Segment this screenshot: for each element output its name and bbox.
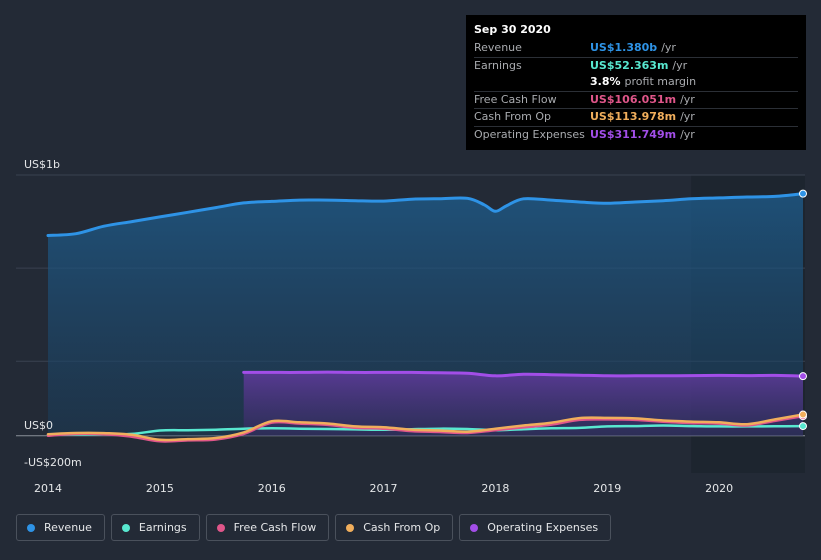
tooltip-row-free-cash-flow: Free Cash Flow US$106.051m /yr — [474, 90, 798, 109]
legend-item-cash-from-op[interactable]: Cash From Op — [335, 514, 454, 541]
tooltip-value: 3.8% — [590, 75, 621, 88]
legend-item-operating-expenses[interactable]: Operating Expenses — [459, 514, 612, 541]
revenue-line — [46, 192, 805, 237]
x-tick-label: 2014 — [34, 482, 62, 495]
tooltip-row-revenue: Revenue US$1.380b /yr — [474, 40, 798, 57]
earnings-line — [46, 424, 805, 437]
revenue-end-point — [799, 189, 807, 198]
operating-expenses-dot-icon — [470, 523, 479, 532]
tooltip-value: US$1.380b — [590, 41, 658, 54]
x-tick-label: 2020 — [705, 482, 733, 495]
tooltip-unit: /yr — [680, 110, 695, 123]
tooltip-row-earnings: Earnings US$52.363m /yr — [474, 56, 798, 75]
chart: US$1b US$0 -US$200m 2014 2015 2016 2017 2018 201… — [16, 158, 807, 495]
earnings-end-point — [799, 422, 807, 431]
tooltip-label: Operating Expenses — [474, 127, 585, 141]
y-tick-label: US$0 — [24, 419, 53, 432]
tooltip-label: Free Cash Flow — [474, 92, 557, 106]
x-tick-label: 2019 — [593, 482, 621, 495]
legend: Revenue Earnings Free Cash Flow Cash Fro… — [16, 514, 612, 541]
x-tick-label: 2015 — [146, 482, 174, 495]
x-tick-label: 2016 — [258, 482, 286, 495]
cash-from-op-end-point — [799, 410, 807, 419]
tooltip-value: US$311.749m — [590, 127, 677, 141]
tooltip-unit: profit margin — [624, 75, 697, 88]
revenue-dot-icon — [27, 523, 35, 532]
legend-label: Cash From Op — [363, 521, 441, 534]
legend-item-earnings[interactable]: Earnings — [110, 514, 200, 541]
tooltip-date: Sep 30 2020 — [474, 23, 551, 36]
free-cash-flow-line — [46, 414, 805, 443]
legend-item-free-cash-flow[interactable]: Free Cash Flow — [205, 514, 330, 541]
tooltip-value: US$106.051m — [590, 92, 677, 106]
tooltip-label: Cash From Op — [474, 110, 552, 123]
x-tick-label: 2018 — [481, 482, 509, 495]
tooltip-row-cash-from-op: Cash From Op US$113.978m /yr — [474, 108, 798, 126]
y-tick-label: US$1b — [24, 158, 60, 171]
tooltip-unit: /yr — [672, 58, 688, 72]
cash-from-op-dot-icon — [346, 523, 355, 532]
legend-label: Revenue — [44, 521, 92, 534]
free-cash-flow-dot-icon — [216, 523, 225, 532]
tooltip-unit: /yr — [680, 92, 695, 106]
tooltip-row-operating-expenses: Operating Expenses US$311.749m /yr — [474, 125, 798, 144]
tooltip-row-profit-margin: 3.8% profit margin — [474, 74, 798, 91]
tooltip-value: US$113.978m — [590, 110, 677, 123]
operating-expenses-line — [242, 370, 805, 378]
tooltip-unit: /yr — [661, 41, 676, 54]
legend-label: Operating Expenses — [487, 521, 599, 534]
tooltip: Sep 30 2020 Revenue US$1.380b /yr Earnin… — [466, 15, 806, 150]
earnings-dot-icon — [121, 523, 130, 532]
legend-item-revenue[interactable]: Revenue — [16, 514, 105, 541]
legend-label: Earnings — [138, 521, 187, 534]
y-tick-label: -US$200m — [24, 456, 82, 469]
tooltip-label: Revenue — [474, 41, 522, 54]
cash-from-op-line — [46, 413, 805, 442]
tooltip-unit: /yr — [680, 127, 695, 141]
legend-label: Free Cash Flow — [233, 521, 317, 534]
x-tick-label: 2017 — [370, 482, 398, 495]
operating-expenses-end-point — [799, 372, 807, 381]
tooltip-value: US$52.363m — [590, 58, 669, 72]
tooltip-label — [474, 74, 590, 91]
tooltip-label: Earnings — [474, 58, 522, 72]
